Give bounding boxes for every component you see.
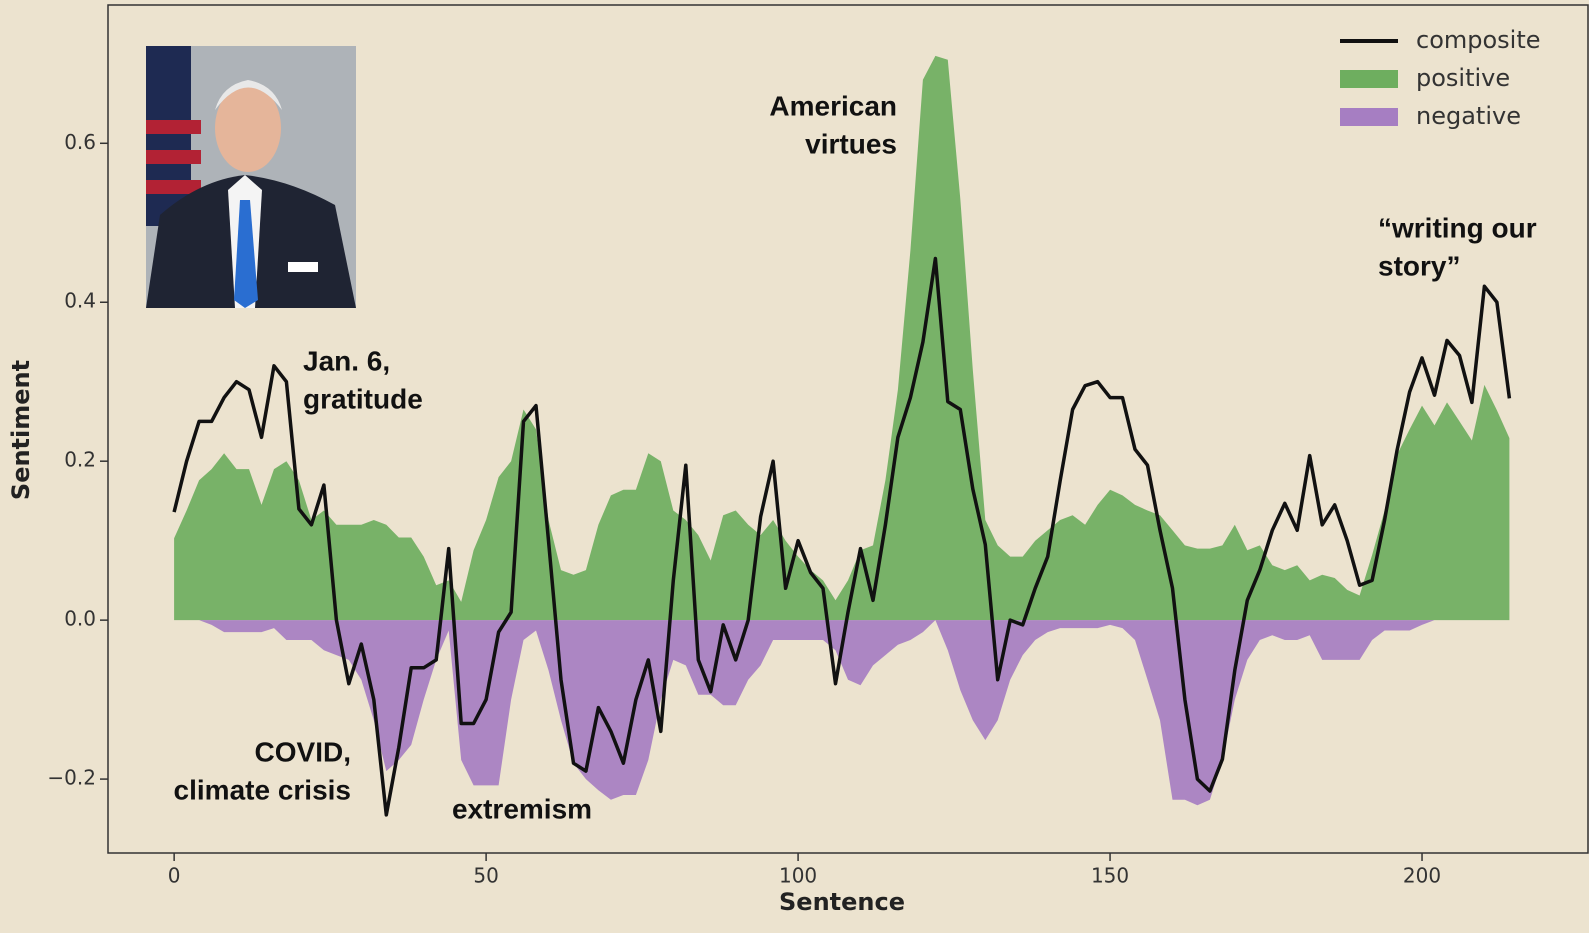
x-tick-label: 150 xyxy=(1091,864,1129,888)
annotation: virtues xyxy=(805,128,897,159)
annotation: COVID, xyxy=(255,736,351,767)
y-tick-label: 0.2 xyxy=(64,448,96,472)
annotation: “writing our xyxy=(1378,212,1537,243)
legend-label: composite xyxy=(1416,26,1541,54)
y-tick-label: 0.0 xyxy=(64,607,96,631)
portrait-photo xyxy=(146,46,356,308)
legend-label: negative xyxy=(1416,102,1521,130)
x-axis-label: Sentence xyxy=(779,888,905,916)
x-tick-label: 200 xyxy=(1403,864,1441,888)
legend-swatch xyxy=(1340,70,1398,88)
annotation: extremism xyxy=(452,793,592,824)
y-axis-label: Sentiment xyxy=(7,360,35,500)
y-tick-label: 0.4 xyxy=(64,289,96,313)
x-tick-label: 50 xyxy=(473,864,498,888)
legend-swatch xyxy=(1340,108,1398,126)
y-tick-label: −0.2 xyxy=(47,766,96,790)
annotation: gratitude xyxy=(303,383,423,414)
x-tick-label: 0 xyxy=(168,864,181,888)
annotation: climate crisis xyxy=(174,774,351,805)
x-tick-label: 100 xyxy=(779,864,817,888)
annotation: American xyxy=(769,90,897,121)
chart: Sentence Sentiment −0.2 0.0 0.2 0.4 0.6 0 50 10… xyxy=(0,0,1589,929)
page: {"chart_data": { "type": "line", "xlabel… xyxy=(0,0,1589,929)
annotation: story” xyxy=(1378,250,1460,281)
annotation: Jan. 6, xyxy=(303,345,390,376)
legend-label: positive xyxy=(1416,64,1510,92)
y-tick-label: 0.6 xyxy=(64,130,96,154)
